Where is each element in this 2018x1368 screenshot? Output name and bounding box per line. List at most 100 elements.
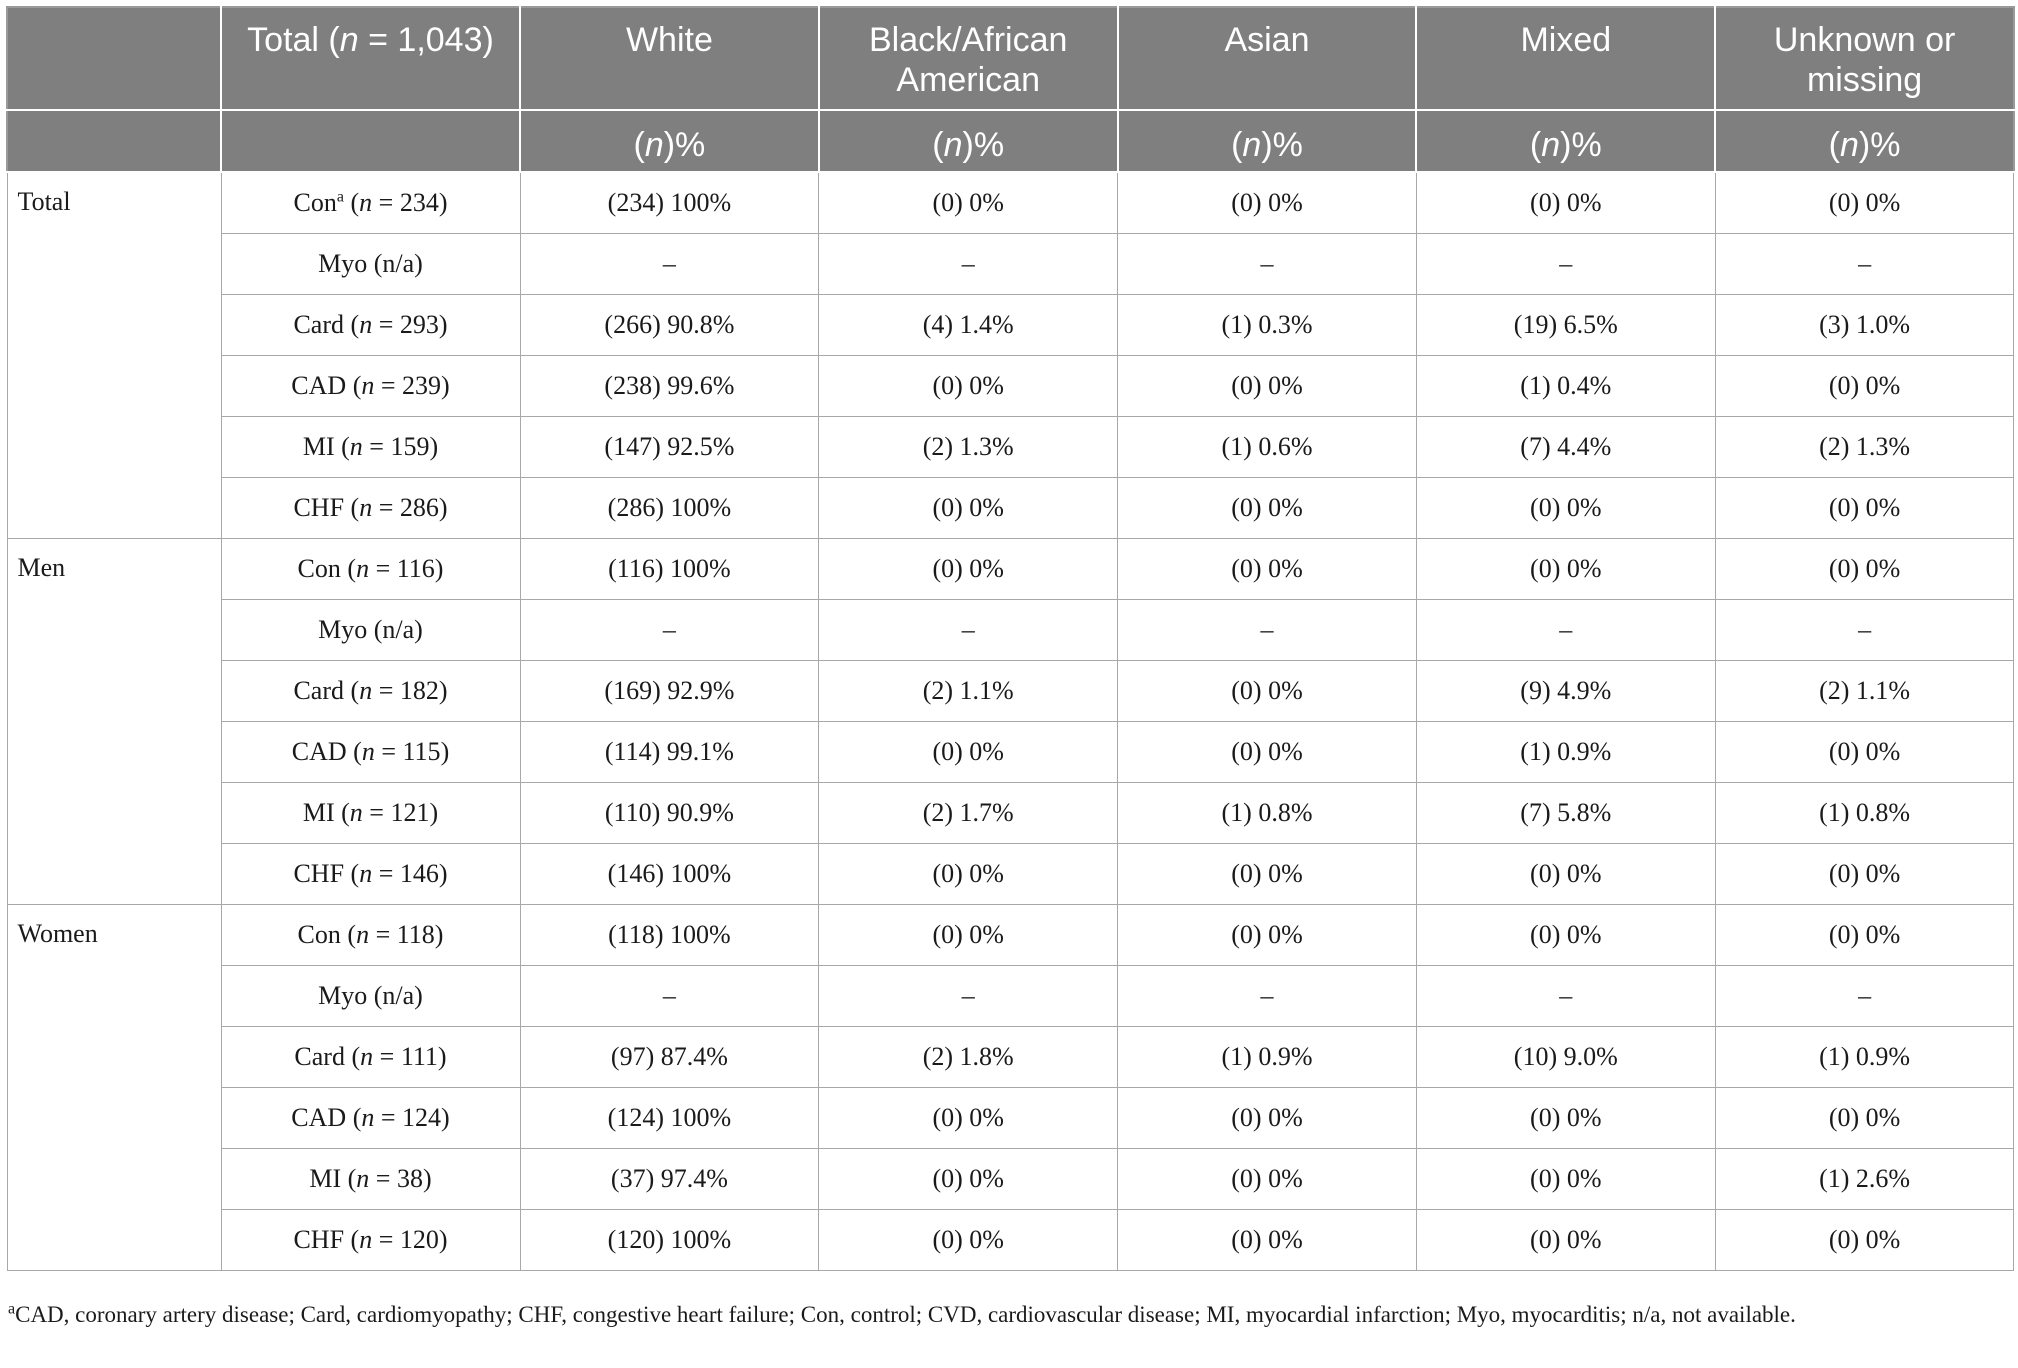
value-cell: – [818, 232, 1119, 295]
header-corner-cell [6, 6, 222, 111]
n-symbol: n [349, 431, 363, 461]
unit-header-cell: (n)% [1714, 109, 2015, 173]
value-cell: – [1714, 232, 2015, 295]
condition-cell: CHF (n = 286) [220, 476, 521, 539]
condition-cell: CAD (n = 115) [220, 720, 521, 783]
value-cell: (0) 0% [1415, 1147, 1716, 1210]
value-cell: (0) 0% [1117, 1147, 1417, 1210]
condition-name: CAD [291, 736, 347, 766]
unit-suffix: )% [1560, 126, 1602, 164]
table-footnote: aCAD, coronary artery disease; Card, car… [8, 1298, 2008, 1332]
condition-cell: MI (n = 121) [220, 781, 521, 844]
condition-name: Myo (n/a) [318, 980, 423, 1010]
value-cell: (1) 0.3% [1117, 293, 1417, 356]
value-cell: (0) 0% [1117, 537, 1417, 600]
value-cell: (0) 0% [1714, 1086, 2015, 1149]
value-cell: (2) 1.1% [818, 659, 1119, 722]
condition-name: Con [297, 553, 341, 583]
value-cell: (238) 99.6% [519, 354, 820, 417]
unit-header-cell: (n)% [817, 109, 1119, 173]
value-cell: – [519, 598, 820, 661]
group-label: Total [6, 171, 222, 539]
value-cell: (0) 0% [1714, 842, 2015, 905]
value-cell: (0) 0% [1714, 354, 2015, 417]
n-symbol: n [359, 1224, 373, 1254]
table-row: Card (n = 182) (169) 92.9% (2) 1.1% (0) 0%(… [7, 659, 2015, 722]
value-cell: (1) 0.6% [1117, 415, 1417, 478]
unit-header-cell: (n)% [1415, 109, 1717, 173]
condition-n: 159 [390, 431, 430, 461]
value-cell: (0) 0% [818, 537, 1119, 600]
value-cell: (7) 5.8% [1415, 781, 1716, 844]
n-symbol: n [359, 858, 373, 888]
n-symbol: n [349, 797, 363, 827]
value-cell: (0) 0% [1117, 1208, 1417, 1271]
value-cell: (0) 0% [1415, 1208, 1716, 1271]
condition-n: 118 [396, 919, 435, 949]
table-row: Myo (n/a) – – – – – [7, 598, 2015, 661]
value-cell: (2) 1.1% [1714, 659, 2015, 722]
table-row: Women Con (n = 118) (118) 100% (0) 0% (0) 0%… [6, 903, 2015, 1271]
unit-suffix: )% [1858, 126, 1901, 164]
condition-n: 121 [390, 797, 430, 827]
value-cell: (266) 90.8% [519, 293, 820, 356]
value-cell: – [1415, 598, 1716, 661]
value-cell: (10) 9.0% [1415, 1025, 1716, 1088]
unit-n: n [1242, 126, 1262, 164]
table-row: Myo (n/a) – – – – – [7, 964, 2015, 1027]
unit-header-cell: (n)% [519, 109, 820, 173]
value-cell: (0) 0% [818, 171, 1119, 234]
condition-n: 293 [399, 309, 439, 339]
value-cell: – [1415, 232, 1716, 295]
condition-name: Card [294, 1041, 345, 1071]
unit-empty-cell [6, 109, 222, 173]
condition-name: Con [297, 919, 341, 949]
condition-n: 234 [399, 187, 439, 217]
unit-n: n [1840, 126, 1859, 164]
value-cell: – [818, 964, 1119, 1027]
table-row: CAD (n = 124) (124) 100% (0) 0% (0) 0% (0) 0… [7, 1086, 2015, 1149]
header-race-unknown: Unknown or missing [1714, 6, 2015, 111]
header-race-asian: Asian [1116, 6, 1418, 111]
value-cell: (116) 100% [519, 537, 820, 600]
unit-prefix: ( [1231, 126, 1243, 164]
value-cell: (0) 0% [818, 720, 1119, 783]
value-cell: (0) 0% [1117, 903, 1417, 966]
value-cell: (37) 97.4% [519, 1147, 820, 1210]
n-symbol: n [356, 1163, 370, 1193]
n-symbol: n [361, 370, 375, 400]
value-cell: – [1415, 964, 1716, 1027]
condition-name: CAD [291, 370, 347, 400]
unit-empty-cell [220, 109, 521, 173]
header-race-white: White [519, 6, 820, 111]
value-cell: (1) 2.6% [1714, 1147, 2015, 1210]
value-cell: (0) 0% [1415, 903, 1716, 966]
value-cell: (0) 0% [1415, 476, 1716, 539]
value-cell: (0) 0% [818, 1086, 1119, 1149]
value-cell: – [1714, 964, 2015, 1027]
condition-n: 124 [402, 1102, 442, 1132]
condition-cell: MI (n = 159) [220, 415, 521, 478]
n-symbol: n [359, 187, 373, 217]
condition-name: MI [309, 1163, 342, 1193]
value-cell: (0) 0% [1714, 171, 2015, 234]
condition-name: MI [302, 797, 335, 827]
condition-cell: Card (n = 111) [220, 1025, 521, 1088]
value-cell: (1) 0.8% [1714, 781, 2015, 844]
header-row: Total (n = 1,043) White Black/African Am… [6, 6, 2015, 111]
footnote-text: CAD, coronary artery disease; Card, card… [15, 1302, 1796, 1327]
footnote-marker: a [8, 1300, 16, 1318]
header-total-suffix: = 1,043) [358, 21, 494, 59]
condition-n: 146 [399, 858, 439, 888]
value-cell: (0) 0% [1714, 476, 2015, 539]
group-label: Women [6, 903, 222, 1271]
value-cell: (110) 90.9% [519, 781, 820, 844]
header-total-cell: Total (n = 1,043) [220, 6, 521, 111]
value-cell: (114) 99.1% [519, 720, 820, 783]
n-symbol: n [359, 675, 373, 705]
value-cell: (4) 1.4% [818, 293, 1119, 356]
n-symbol: n [360, 1041, 374, 1071]
value-cell: (0) 0% [818, 903, 1119, 966]
condition-cell: Myo (n/a) [220, 232, 521, 295]
value-cell: (147) 92.5% [519, 415, 820, 478]
